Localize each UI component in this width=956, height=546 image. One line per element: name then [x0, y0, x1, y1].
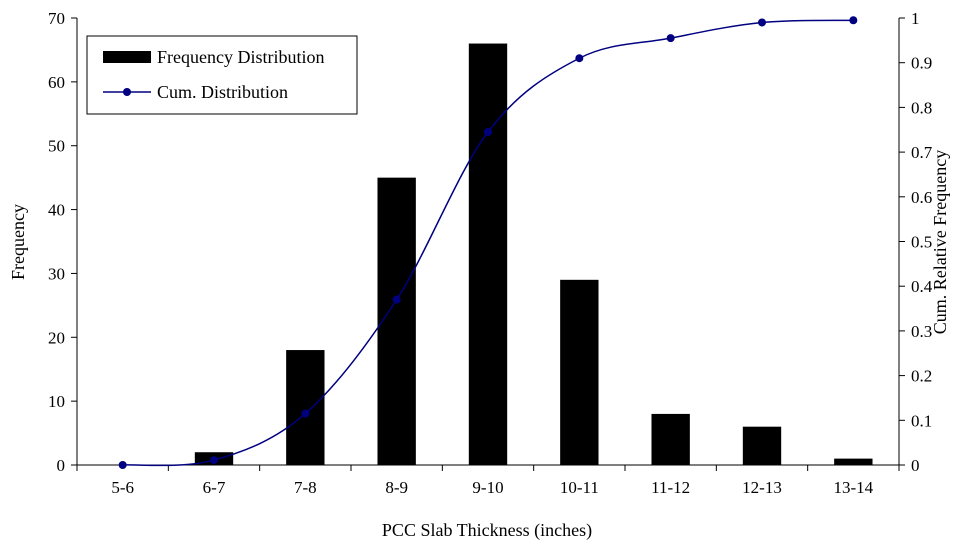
- cumulative-point: [666, 34, 675, 43]
- y-tick-label: 60: [48, 73, 65, 92]
- legend-box: [86, 35, 358, 115]
- x-tick-label: 7-8: [294, 478, 317, 497]
- y-axis-title: Frequency: [8, 204, 28, 280]
- y2-tick-label: 0.2: [911, 367, 932, 386]
- y2-tick-label: 0.7: [911, 143, 933, 162]
- cumulative-point: [849, 16, 858, 25]
- cumulative-point: [210, 456, 218, 465]
- bar: [560, 279, 599, 465]
- y2-tick-label: 0: [911, 456, 920, 475]
- cumulative-line: [122, 19, 854, 467]
- line-layer: [118, 16, 858, 469]
- cumulative-point: [301, 409, 310, 418]
- legend-line-marker: [123, 88, 131, 96]
- y-tick-label: 40: [48, 201, 65, 220]
- bar: [468, 43, 508, 466]
- y2-tick-label: 0.8: [911, 98, 932, 117]
- y2-tick-label: 0.3: [911, 322, 932, 341]
- bar: [742, 426, 782, 465]
- x-tick-label: 8-9: [385, 478, 408, 497]
- y-tick-label: 10: [48, 392, 65, 411]
- x-tick-label: 10-11: [560, 478, 599, 497]
- legend: Frequency Distribution Cum. Distribution: [86, 35, 358, 115]
- cumulative-point: [484, 127, 492, 136]
- x-tick-label: 13-14: [833, 478, 873, 497]
- x-tick-label: 9-10: [472, 478, 503, 497]
- y-tick-label: 50: [48, 137, 65, 156]
- legend-bar-swatch: [103, 51, 151, 63]
- legend-line-label: Cum. Distribution: [157, 82, 288, 102]
- x-tick-label: 12-13: [742, 478, 782, 497]
- y2-tick-label: 0.9: [911, 54, 932, 73]
- x-tick-label: 11-12: [651, 478, 690, 497]
- x-tick-label: 5-6: [111, 478, 134, 497]
- y2-tick-label: 0.6: [911, 188, 932, 207]
- cumulative-point: [392, 295, 401, 304]
- y-tick-label: 0: [57, 456, 66, 475]
- y-tick-label: 30: [48, 264, 65, 283]
- y2-tick-label: 0.5: [911, 233, 932, 252]
- x-axis-title: PCC Slab Thickness (inches): [382, 520, 592, 541]
- y2-tick-label: 1: [911, 9, 920, 28]
- bar: [834, 458, 873, 465]
- y-tick-label: 20: [48, 328, 65, 347]
- cumulative-point: [575, 54, 584, 63]
- y2-tick-label: 0.4: [911, 277, 933, 296]
- cumulative-point: [118, 461, 127, 469]
- bars-layer: [194, 43, 873, 466]
- y2-tick-label: 0.1: [911, 411, 932, 430]
- bar: [377, 177, 416, 465]
- cumulative-point: [758, 18, 766, 27]
- labels-layer: 0 10 20 30 40 50 60 70 0 0.1 0.2 0.3 0.4 0.5 0.6 0.7 0.8…: [48, 9, 933, 497]
- bar: [286, 350, 325, 465]
- legend-bar-label: Frequency Distribution: [157, 47, 324, 67]
- y-tick-label: 70: [48, 9, 65, 28]
- bar: [651, 413, 690, 465]
- x-tick-label: 6-7: [203, 478, 226, 497]
- y2-axis-title: Cum. Relative Frequency: [930, 150, 950, 334]
